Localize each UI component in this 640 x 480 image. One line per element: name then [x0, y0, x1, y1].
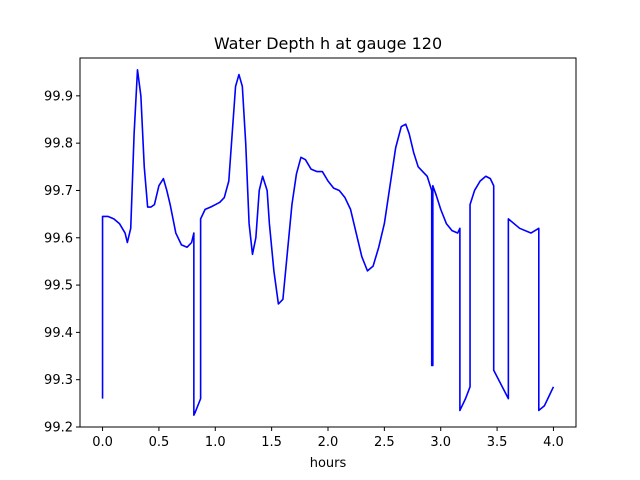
x-tick-label: 3.5: [487, 435, 508, 450]
y-tick-label: 99.8: [44, 137, 73, 152]
chart-title: Water Depth h at gauge 120: [214, 34, 442, 53]
plot-area: [101, 69, 555, 416]
x-axis: 0.0 0.5 1.0 1.5 2.0 2.5 3.0 3.5 4.0: [92, 427, 564, 450]
y-tick-label: 99.2: [44, 421, 73, 436]
y-tick-label: 99.9: [44, 89, 73, 104]
y-tick-label: 99.6: [44, 231, 73, 246]
y-tick-label: 99.5: [44, 279, 73, 294]
y-tick-label: 99.3: [44, 373, 73, 388]
y-tick-label: 99.7: [44, 184, 73, 199]
x-tick-label: 0.0: [92, 435, 113, 450]
x-tick-label: 2.0: [318, 435, 339, 450]
x-axis-title: hours: [310, 456, 347, 471]
y-axis: 99.2 99.3 99.4 99.5 99.6 99.7 99.8 99.9: [44, 89, 80, 436]
x-tick-label: 4.0: [543, 435, 564, 450]
x-tick-label: 2.5: [374, 435, 395, 450]
x-tick-label: 1.0: [205, 435, 226, 450]
x-tick-label: 0.5: [149, 435, 170, 450]
series-line-0: [101, 69, 555, 416]
x-tick-label: 3.0: [430, 435, 451, 450]
y-tick-label: 99.4: [44, 326, 73, 341]
x-tick-label: 1.5: [261, 435, 282, 450]
